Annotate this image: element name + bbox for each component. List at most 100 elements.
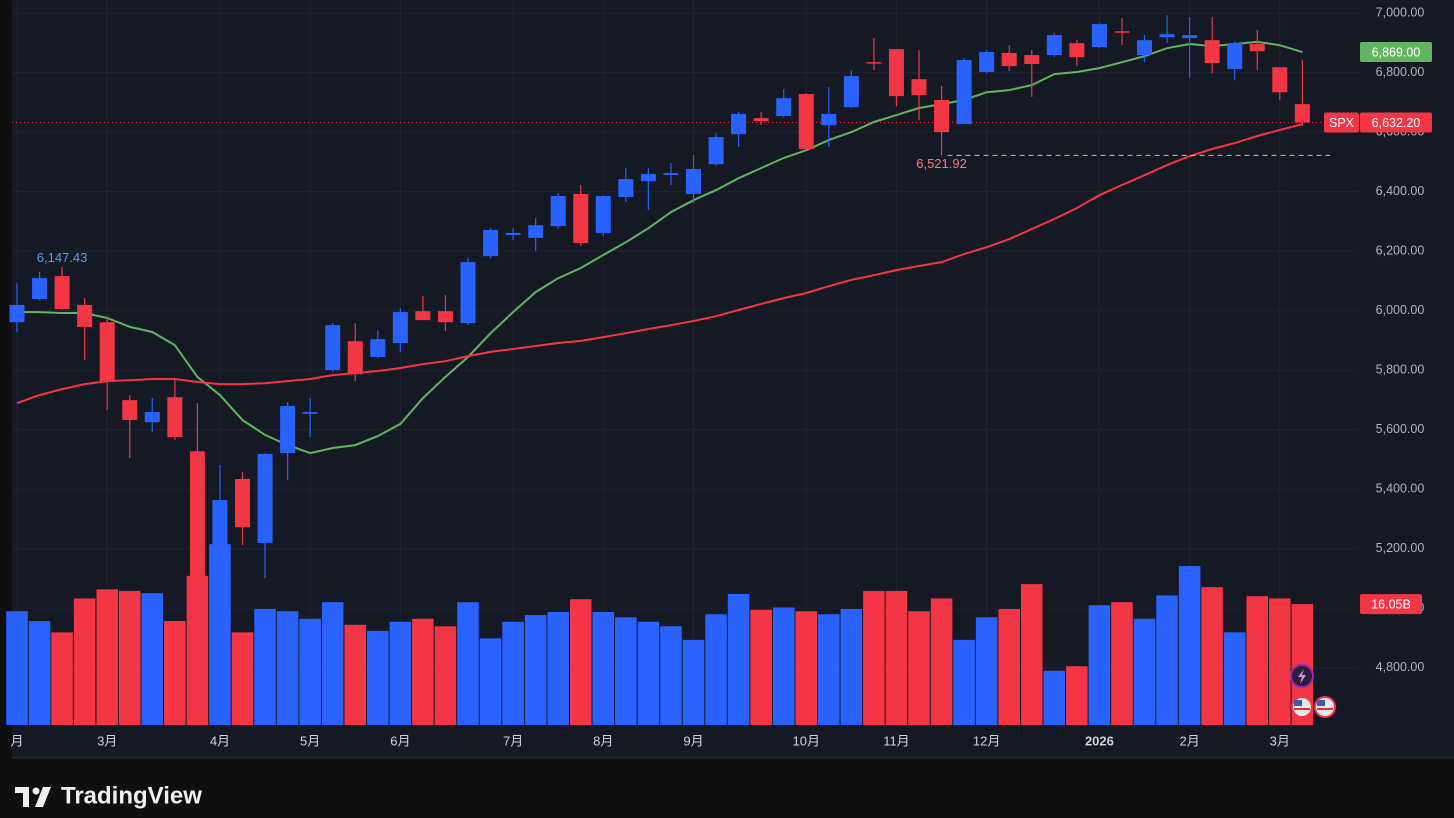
logo-mark [32,787,40,795]
volume-bar [1246,596,1269,725]
moving-average-line [17,40,1303,455]
y-tick-label: 5,200.00 [1376,541,1425,555]
candle-body [77,304,93,327]
candle-body [979,52,995,72]
candle-body [302,412,318,414]
brand-name: TradingView [61,782,202,809]
volume-bar [637,621,660,725]
y-tick-label: 6,200.00 [1376,243,1425,257]
x-tick-label: 12月 [973,733,1000,748]
volume-bar [772,607,795,725]
x-tick-label: 3月 [1270,733,1290,748]
ma-value-label: 6,869.00 [1372,45,1421,59]
candle-body [1024,55,1040,64]
volume-bar [479,638,502,725]
y-tick-label: 6,000.00 [1376,303,1425,317]
flag-canton [1294,700,1302,706]
volume-bar [569,599,592,725]
volume-bar [727,593,750,725]
candle-body [934,99,950,133]
volume-bar [164,621,186,725]
candle-body [888,49,904,97]
candle-body [550,196,566,227]
volume-bar [457,602,479,725]
volume-bar [998,608,1020,725]
x-tick-label: 8月 [593,733,613,748]
candle-body [347,341,363,375]
x-tick-label: 6月 [390,733,410,748]
candle-body [821,113,837,126]
volume-bar [1223,632,1246,725]
volume-bar [750,609,772,725]
candle-body [595,196,611,233]
volume-bar [1043,670,1066,725]
candle-body [1001,52,1017,67]
candle-body [731,113,747,135]
candle-body [1249,44,1265,52]
volume-bar [96,589,118,725]
candle-body [235,478,250,528]
volume-bar [1201,587,1223,725]
volume-bar [615,617,637,725]
candle-body [776,98,792,117]
y-tick-label: 4,800.00 [1376,660,1425,674]
candle-body [686,168,701,194]
candle-body [753,118,769,122]
candle-body [505,232,521,236]
volume-bar [930,598,953,725]
candle-body [325,325,341,371]
logo-mark [35,787,51,807]
candle-body [167,397,183,438]
symbol-label: SPX [1329,116,1355,130]
low-annotation: 6,521.92 [916,156,967,171]
volume-bar [1178,566,1201,725]
candle-body [392,312,408,344]
x-tick-label: 11月 [883,733,910,748]
y-tick-label: 7,000.00 [1376,5,1425,19]
volume-bar [186,575,209,725]
volume-bar [344,624,367,725]
ma-value-label-bg [1360,42,1432,63]
volume-bar [908,611,930,725]
candle-body [415,311,431,321]
candles [9,15,1310,658]
volume-bar [524,615,547,725]
x-tick-label: 月 [10,733,23,748]
y-tick-label: 6,800.00 [1376,65,1425,79]
candle-body [1091,24,1107,48]
candle-body [257,453,273,543]
candle-body [1069,43,1085,58]
x-tick-label: 10月 [793,733,820,748]
volume-bar [299,618,321,725]
volume-bar [141,593,164,725]
event-icons [1290,664,1336,718]
brand-logo: TradingView [15,782,202,809]
y-tick-label: 6,400.00 [1376,184,1425,198]
volume-bar [502,621,524,725]
last-price-label: 6,632.20 [1372,116,1421,130]
volume-bar [28,621,51,725]
y-tick-label: 5,600.00 [1376,422,1425,436]
candle-body [1272,67,1288,93]
symbol-label-bg [1324,112,1359,133]
volume-bar [705,614,727,725]
volume-bar [276,611,299,725]
volume [6,544,1314,725]
lightning-glyph [1298,669,1306,684]
volume-bar [1133,618,1156,725]
volume-bar [118,590,141,725]
candle-body [1159,34,1175,38]
y-tick-label: 5,800.00 [1376,362,1425,376]
volume-bar [51,632,73,725]
candle-body [1114,31,1130,33]
volume-bar [1020,584,1043,725]
candle-body [9,304,25,323]
volume-bar [254,608,276,725]
candle-body [370,339,386,357]
moving-averages [16,40,1303,455]
volume-bar [1088,605,1111,725]
volume-bar [1269,598,1291,725]
volume-bar [818,614,840,725]
